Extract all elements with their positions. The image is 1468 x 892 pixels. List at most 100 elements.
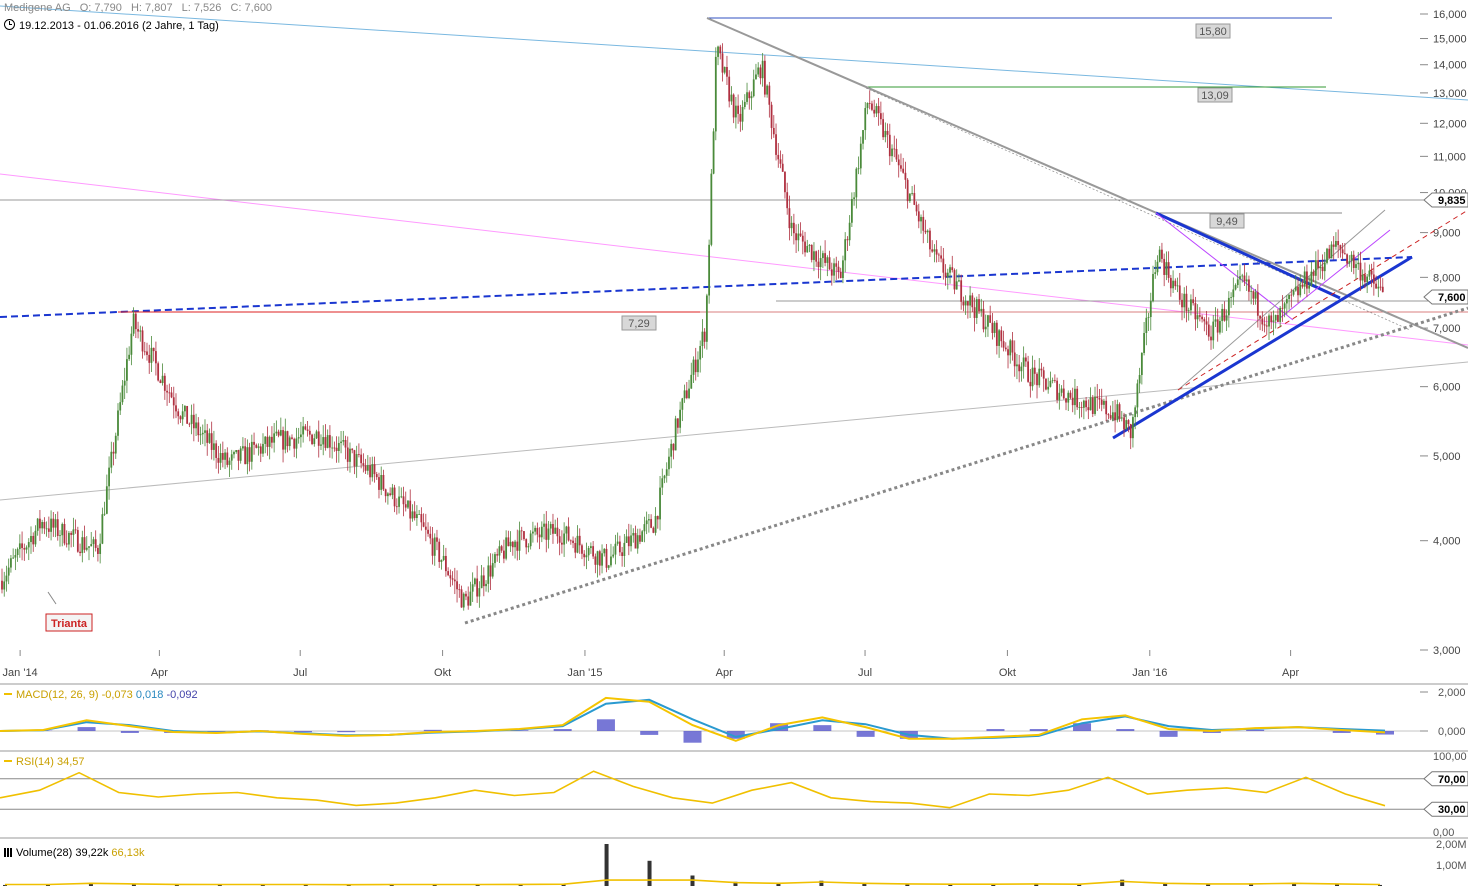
candle-body [719, 46, 722, 54]
candle-body [520, 530, 523, 532]
pink-trend-line [0, 173, 1468, 346]
candle-body [1107, 414, 1110, 416]
candle-body [1328, 248, 1331, 259]
candle-body [527, 546, 530, 548]
candle-body [277, 431, 280, 436]
volume-bar [131, 883, 136, 886]
candle-body [391, 487, 394, 496]
candle-body [7, 567, 10, 576]
low-value: L: 7,526 [181, 2, 222, 14]
macd-value: -0,073 [101, 689, 133, 701]
rsi-band-tag [1423, 771, 1468, 787]
candle-body [424, 526, 427, 530]
y-tick-label: 11,000 [1433, 151, 1466, 163]
candle-body [1245, 279, 1248, 282]
volume-bar [1163, 882, 1168, 886]
candle-body [810, 244, 813, 260]
candle-body [215, 443, 218, 458]
candle-body [306, 429, 309, 431]
candle-body [1094, 396, 1096, 414]
candle-body [130, 333, 133, 355]
candle-body [621, 552, 624, 556]
candle-body [172, 397, 175, 406]
candle-body [1129, 423, 1132, 439]
candle-body [1201, 316, 1203, 320]
candle-body [1261, 318, 1264, 325]
candle-body [1225, 315, 1228, 321]
candle-body [105, 486, 108, 514]
candle-body [1268, 315, 1270, 327]
volume-legend: Volume(28) 39,22k 66,13k [4, 847, 144, 859]
candle-body [1145, 317, 1148, 334]
candle-body [143, 351, 146, 353]
candle-body [958, 280, 960, 282]
macd-histogram-bar [553, 729, 572, 731]
candle-body [937, 254, 940, 256]
candle-body [1321, 266, 1324, 272]
candle-body [1223, 308, 1226, 321]
price-level-box [1195, 23, 1231, 39]
candle-body [656, 516, 659, 520]
candle-body [242, 446, 244, 449]
candle-body [676, 418, 679, 428]
candle-body [1281, 307, 1284, 309]
candle-body [431, 538, 434, 556]
blue-dashed-trend-line [0, 256, 1413, 318]
candle-body [717, 46, 719, 57]
candle-body [766, 85, 769, 95]
candle-body [797, 233, 800, 241]
candle-body [373, 464, 376, 475]
candle-body [714, 56, 717, 132]
volume-bar [346, 885, 351, 886]
candle-body [56, 519, 59, 536]
candle-body [594, 556, 597, 565]
candle-body [1024, 357, 1027, 362]
candle-body [529, 533, 532, 547]
candle-body [1154, 272, 1157, 274]
volume-bar [303, 884, 308, 886]
candle-body [694, 359, 697, 373]
candle-body [228, 460, 231, 465]
candle-body [23, 548, 26, 550]
candle-body [1196, 315, 1199, 320]
candle-body [1285, 299, 1288, 304]
candle-body [498, 546, 501, 556]
candle-body [1308, 285, 1311, 289]
candle-body [186, 405, 189, 424]
candle-body [166, 390, 168, 393]
candle-body [12, 557, 15, 559]
candle-body [108, 467, 110, 487]
candle-body [295, 438, 298, 449]
candle-body [1056, 380, 1058, 400]
candle-body [74, 529, 77, 531]
volume-bar [991, 884, 996, 886]
candle-body [1111, 412, 1114, 419]
candle-body [491, 563, 494, 577]
candle-body [915, 204, 918, 212]
candle-body [61, 523, 64, 536]
price-level-box [1197, 87, 1233, 103]
candle-body [592, 546, 595, 557]
macd-histogram-bar [1159, 731, 1178, 737]
candle-body [177, 411, 180, 417]
candle-body [900, 165, 902, 169]
candle-body [518, 530, 521, 551]
candle-body [487, 565, 490, 584]
candle-body [286, 431, 289, 447]
candle-body [94, 539, 97, 548]
candle-body [221, 453, 224, 460]
candle-body [1158, 249, 1161, 262]
candle-body [1042, 370, 1045, 379]
y-tick-label: 6,000 [1433, 382, 1461, 394]
candle-body [558, 536, 561, 543]
macd-histogram-bar [1116, 729, 1135, 731]
candle-body [949, 267, 951, 273]
candle-body [398, 496, 400, 507]
date-range-text: 19.12.2013 - 01.06.2016 (2 Jahre, 1 Tag) [19, 20, 219, 32]
candle-body [587, 548, 590, 556]
candle-body [1317, 260, 1319, 269]
candle-body [1062, 388, 1065, 399]
candle-body [824, 253, 827, 263]
high-value: H: 7,807 [130, 2, 173, 14]
